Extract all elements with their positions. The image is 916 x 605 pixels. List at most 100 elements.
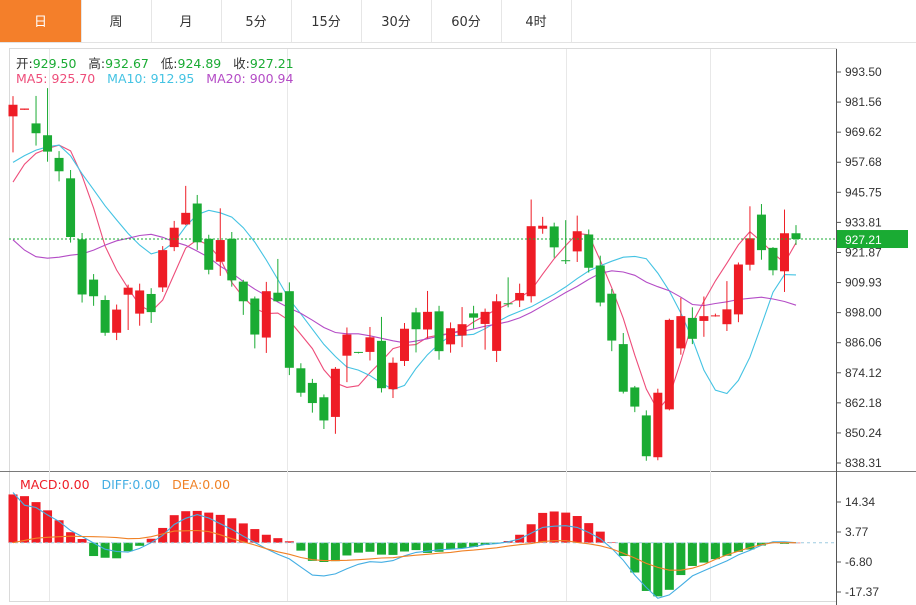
candle-body [158,250,168,288]
macd-label: MACD: [20,477,62,492]
candle-body [238,281,248,302]
candle-body [123,287,133,295]
candle [664,318,674,411]
candle [791,225,801,245]
macd-bar [192,510,202,543]
price-tick-label: 921.87 [845,245,882,259]
candle-body [676,316,686,349]
candle [330,367,340,434]
macd-bar [779,542,789,544]
macd-bar [261,534,271,543]
tab-divider [361,0,362,42]
macd-bar [423,542,433,553]
candle [423,290,433,339]
macd-bar [89,542,99,557]
candle [342,327,352,383]
candle-body [215,240,225,262]
candle-body [100,300,110,333]
candle [710,313,720,317]
candle-body [400,328,409,361]
candle [43,88,53,162]
candle [641,410,651,461]
candle-body [779,233,789,272]
macd-bar [100,542,110,558]
candle-body [641,415,651,457]
candle [618,333,628,394]
open-label: 开: [16,56,33,71]
period-tabs: 日 周 月 5分 15分 30分 60分 4时 [0,0,916,42]
macd-bar [618,542,628,557]
candle-body [376,340,386,389]
candle [8,96,18,153]
candle-body [733,264,743,315]
candle [112,304,122,341]
tab-divider [291,0,292,42]
candle-body [756,214,766,251]
candle [779,209,789,292]
ohlc-info: 开:929.50 高:932.67 低:924.89 收:927.21 [16,53,294,72]
candle [756,204,766,260]
candle [388,357,398,399]
candle-body [365,337,375,352]
candle-body [89,279,99,297]
macd-bar [641,542,651,591]
candle [20,108,30,110]
candle [376,316,386,393]
candle-body [480,311,490,324]
macd-bar [722,542,732,556]
ma10-value: 912.95 [150,71,195,86]
candle [365,326,375,361]
candle-body [664,319,674,410]
dea-line [12,529,796,571]
macd-bar [353,542,363,553]
macd-bar [135,542,145,546]
candle-body [607,293,617,341]
macd-bar [549,511,559,543]
candle-body [630,387,640,407]
candlestick-series [8,88,801,461]
price-chart[interactable]: 993.50 981.56 969.62 957.68 945.75 933.81 921.… [0,43,916,605]
candle-body [192,203,202,243]
candle-body [112,309,122,333]
macd-bar [112,542,122,559]
candle [250,296,260,349]
candle [446,322,456,353]
macd-bar [365,542,375,552]
candle [676,297,686,355]
tab-divider [151,0,152,42]
macd-bar [342,542,352,556]
price-tick-label: 993.50 [845,65,882,79]
candle-body [181,212,191,225]
ma-info: MA5: 925.70 MA10: 912.95 MA20: 900.94 [16,71,293,86]
macd-bar [595,531,605,543]
tab-weekly[interactable]: 周 [109,15,123,30]
tab-4hour[interactable]: 4时 [525,15,547,30]
candle-body [319,397,329,421]
macd-bar [8,494,18,543]
tab-60min[interactable]: 60分 [451,15,481,30]
candle [54,151,64,182]
macd-histogram [8,494,801,597]
candle-body [77,239,87,295]
tab-divider [221,0,222,42]
high-value: 932.67 [105,56,149,71]
candle-body [307,382,317,404]
candle [135,283,145,326]
ma20-value: 900.94 [249,71,294,86]
tab-daily[interactable]: 日 [0,0,81,42]
candle-body [423,311,433,330]
tab-15min[interactable]: 15分 [311,15,341,30]
macd-bar [77,539,87,543]
macd-bar [480,542,490,545]
candle [273,258,283,302]
candle-body [227,238,237,281]
tab-5min[interactable]: 5分 [245,15,267,30]
macd-bar [664,542,674,590]
candle-body [572,231,582,252]
macd-bar [756,542,766,546]
candle [77,232,87,303]
tab-30min[interactable]: 30分 [381,15,411,30]
candle [261,281,271,353]
candle [434,305,444,360]
tab-monthly[interactable]: 月 [179,15,193,30]
